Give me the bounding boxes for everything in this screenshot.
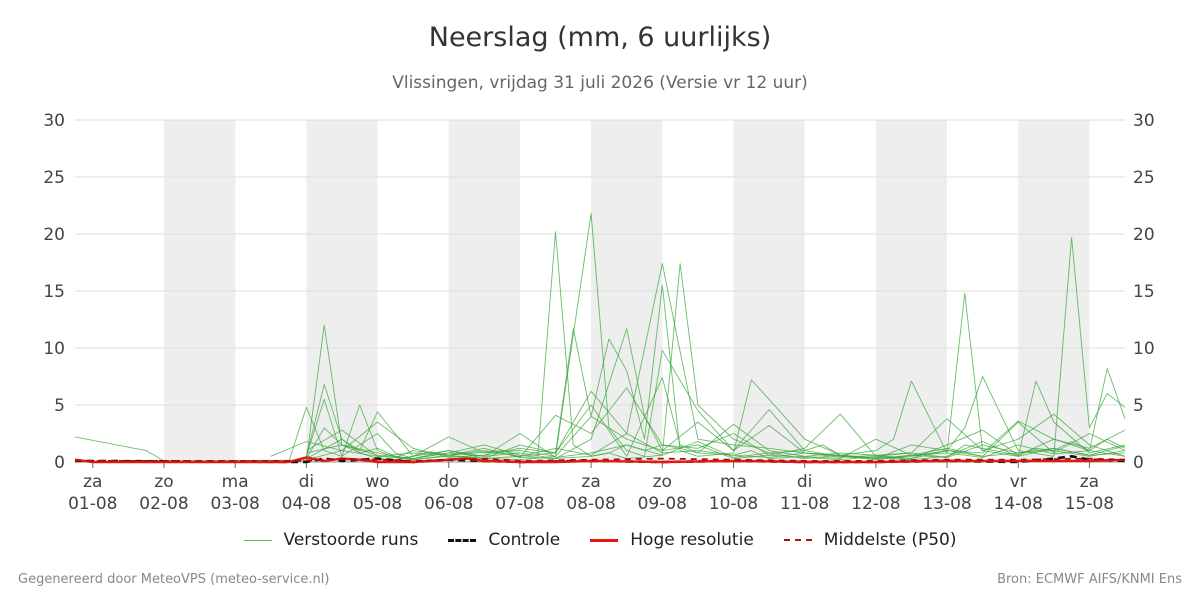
series-member-11 (306, 433, 1126, 461)
x-tick-day-11-08: di (797, 472, 813, 492)
x-tick-day-03-08: ma (222, 472, 249, 492)
legend-label-median: Middelste (P50) (823, 530, 957, 550)
x-tick-day-09-08: zo (653, 472, 672, 492)
x-tick-day-07-08: vr (511, 472, 528, 492)
x-tick-date-01-08: 01-08 (68, 494, 117, 514)
legend-swatch-control (448, 538, 477, 542)
series-median (75, 457, 1126, 462)
series-member-8 (306, 387, 1126, 458)
x-tick-day-02-08: zo (154, 472, 173, 492)
x-tick-day-04-08: di (299, 472, 315, 492)
y-tick-left-10: 10 (43, 339, 65, 359)
series-member-10 (270, 433, 1126, 461)
x-tick-day-14-08: vr (1010, 472, 1027, 492)
legend-item-hres[interactable]: Hoge resolutie (590, 530, 754, 550)
x-tick-date-15-08: 15-08 (1065, 494, 1114, 514)
footer-source: Bron: ECMWF AIFS/KNMI Ens (997, 572, 1182, 587)
x-tick-date-05-08: 05-08 (353, 494, 402, 514)
y-tick-right-30: 30 (1133, 111, 1155, 131)
x-tick-date-14-08: 14-08 (994, 494, 1043, 514)
x-tick-day-15-08: za (1080, 472, 1099, 492)
x-tick-day-13-08: do (936, 472, 957, 492)
footer-generator: Gegenereerd door MeteoVPS (meteo-service… (18, 572, 330, 587)
series-member-2 (270, 324, 1126, 463)
x-tick-date-04-08: 04-08 (282, 494, 331, 514)
x-tick-day-05-08: wo (365, 472, 389, 492)
y-tick-right-15: 15 (1133, 282, 1155, 302)
y-tick-left-30: 30 (43, 111, 65, 131)
legend-item-median[interactable]: Middelste (P50) (783, 530, 957, 550)
y-tick-right-5: 5 (1133, 396, 1144, 416)
chart-subtitle: Vlissingen, vrijdag 31 juli 2026 (Versie… (392, 73, 808, 93)
x-tick-day-01-08: za (83, 472, 102, 492)
legend-label-control: Controle (488, 530, 561, 550)
x-tick-date-03-08: 03-08 (210, 494, 259, 514)
x-tick-day-06-08: do (438, 472, 459, 492)
y-tick-right-0: 0 (1133, 453, 1144, 473)
legend-swatch-members (243, 539, 272, 541)
x-tick-date-11-08: 11-08 (780, 494, 829, 514)
legend-label-members: Verstoorde runs (283, 530, 419, 550)
y-tick-left-5: 5 (54, 396, 65, 416)
x-tick-date-12-08: 12-08 (851, 494, 900, 514)
x-tick-day-12-08: wo (864, 472, 888, 492)
x-tick-day-08-08: za (581, 472, 600, 492)
series-member-5 (306, 213, 1126, 460)
chart-legend: Verstoorde runs Controle Hoge resolutie … (0, 530, 1200, 550)
y-tick-left-0: 0 (54, 453, 65, 473)
x-tick-date-08-08: 08-08 (566, 494, 615, 514)
y-tick-right-10: 10 (1133, 339, 1155, 359)
x-tick-day-10-08: ma (720, 472, 747, 492)
y-tick-right-25: 25 (1133, 168, 1155, 188)
x-tick-date-09-08: 09-08 (638, 494, 687, 514)
y-tick-left-15: 15 (43, 282, 65, 302)
y-tick-left-20: 20 (43, 225, 65, 245)
chart-title: Neerslag (mm, 6 uurlijks) (428, 22, 772, 53)
series-member-4 (305, 231, 1126, 461)
y-tick-right-20: 20 (1133, 225, 1155, 245)
legend-swatch-hres (590, 538, 619, 542)
series-member-6 (306, 236, 1126, 461)
legend-item-members[interactable]: Verstoorde runs (243, 530, 419, 550)
x-tick-date-07-08: 07-08 (495, 494, 544, 514)
legend-swatch-median (783, 539, 812, 541)
series-member-3 (288, 263, 1126, 463)
y-tick-left-25: 25 (43, 168, 65, 188)
x-tick-date-06-08: 06-08 (424, 494, 473, 514)
x-tick-date-13-08: 13-08 (922, 494, 971, 514)
legend-item-control[interactable]: Controle (448, 530, 560, 550)
x-tick-date-10-08: 10-08 (709, 494, 758, 514)
x-tick-date-02-08: 02-08 (139, 494, 188, 514)
legend-label-hres: Hoge resolutie (630, 530, 754, 550)
series-member-7 (305, 292, 1126, 460)
